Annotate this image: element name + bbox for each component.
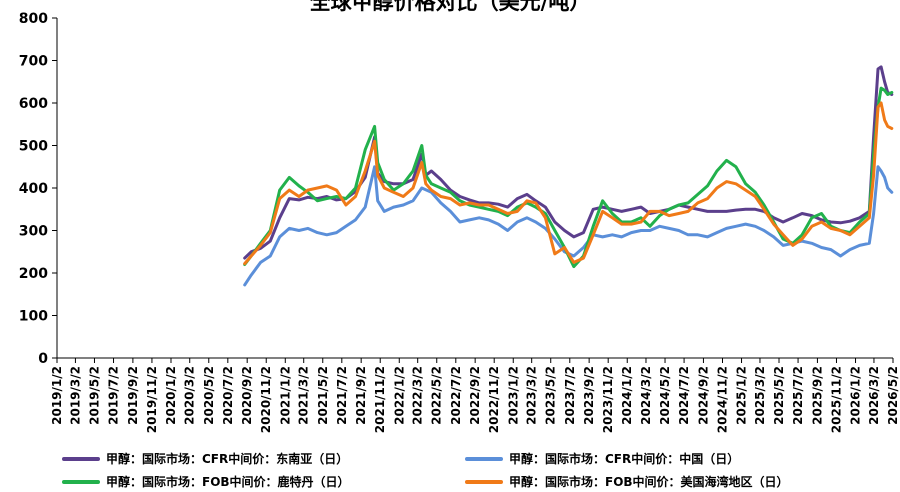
x-tick-label: 2020/7/2 — [221, 366, 235, 425]
x-tick-label: 2025/3/2 — [753, 366, 767, 425]
series-line-1 — [243, 165, 894, 287]
y-tick-label: 500 — [19, 139, 48, 155]
x-tick-label: 2020/11/2 — [259, 366, 273, 433]
x-tick-label: 2023/9/2 — [582, 366, 596, 425]
y-tick-label: 600 — [19, 96, 48, 112]
x-tick-label: 2022/1/2 — [392, 366, 406, 425]
x-tick-label: 2021/11/2 — [373, 366, 387, 433]
x-tick-label: 2021/7/2 — [335, 366, 349, 425]
x-tick-label: 2026/5/2 — [886, 366, 900, 425]
x-tick-label: 2026/1/2 — [849, 366, 863, 425]
x-tick-label: 2020/1/2 — [164, 366, 178, 425]
x-tick-label: 2020/3/2 — [183, 366, 197, 425]
x-tick-label: 2022/5/2 — [430, 366, 444, 425]
y-tick-label: 400 — [19, 181, 48, 197]
x-tick-label: 2019/7/2 — [107, 366, 121, 425]
y-tick-label: 300 — [19, 224, 48, 240]
legend-swatch — [465, 456, 503, 461]
x-tick-label: 2019/3/2 — [68, 366, 82, 425]
x-tick-label: 2021/1/2 — [278, 366, 292, 425]
x-tick-label: 2025/7/2 — [791, 366, 805, 425]
legend-label: 甲醇：国际市场：FOB中间价：鹿特丹（日） — [106, 475, 350, 489]
x-tick-label: 2022/11/2 — [487, 366, 501, 433]
x-tick-label: 2022/7/2 — [449, 366, 463, 425]
x-tick-label: 2023/11/2 — [601, 366, 615, 433]
x-tick-label: 2019/9/2 — [126, 366, 140, 425]
x-tick-label: 2025/9/2 — [810, 366, 824, 425]
x-tick-label: 2022/9/2 — [468, 366, 482, 425]
x-tick-label: 2021/5/2 — [316, 366, 330, 425]
x-tick-label: 2024/11/2 — [715, 366, 729, 433]
legend-item-china: 甲醇：国际市场：CFR中间价：中国（日） — [465, 450, 739, 467]
x-tick-label: 2019/11/2 — [145, 366, 159, 433]
x-tick-label: 2021/3/2 — [297, 366, 311, 425]
legend-swatch — [62, 479, 100, 484]
x-tick-label: 2020/5/2 — [202, 366, 216, 425]
x-tick-label: 2021/9/2 — [354, 366, 368, 425]
x-tick-label: 2025/11/2 — [829, 366, 843, 433]
x-tick-label: 2023/7/2 — [563, 366, 577, 425]
y-tick-label: 100 — [19, 309, 48, 325]
y-tick-label: 0 — [38, 351, 48, 367]
series-line-3 — [243, 101, 894, 266]
legend-label: 甲醇：国际市场：CFR中间价：东南亚（日） — [106, 452, 349, 466]
y-tick-label: 200 — [19, 266, 48, 282]
legend-item-southeast-asia: 甲醇：国际市场：CFR中间价：东南亚（日） — [62, 450, 348, 467]
series-line-2 — [243, 86, 894, 269]
legend-item-us-gulf: 甲醇：国际市场：FOB中间价：美国海湾地区（日） — [465, 473, 789, 490]
x-tick-label: 2023/5/2 — [544, 366, 558, 425]
x-tick-label: 2023/3/2 — [525, 366, 539, 425]
x-tick-label: 2025/1/2 — [735, 366, 749, 425]
legend-item-rotterdam: 甲醇：国际市场：FOB中间价：鹿特丹（日） — [62, 473, 350, 490]
x-tick-label: 2024/5/2 — [658, 366, 672, 425]
x-tick-label: 2024/7/2 — [677, 366, 691, 425]
legend-swatch — [62, 456, 100, 461]
legend-swatch — [465, 479, 503, 484]
x-tick-label: 2019/1/2 — [50, 366, 64, 425]
x-tick-label: 2025/5/2 — [772, 366, 786, 425]
x-tick-label: 2024/1/2 — [620, 366, 634, 425]
x-tick-label: 2026/3/2 — [867, 366, 881, 425]
x-tick-label: 2023/1/2 — [506, 366, 520, 425]
x-tick-label: 2022/3/2 — [411, 366, 425, 425]
chart-title: 全球甲醇价格对比（美元/吨） — [309, 0, 591, 14]
x-tick-label: 2024/3/2 — [639, 366, 653, 425]
x-tick-label: 2024/9/2 — [696, 366, 710, 425]
legend-label: 甲醇：国际市场：CFR中间价：中国（日） — [509, 452, 740, 466]
y-tick-label: 800 — [19, 11, 48, 27]
y-tick-label: 700 — [19, 54, 48, 70]
legend-label: 甲醇：国际市场：FOB中间价：美国海湾地区（日） — [509, 475, 789, 489]
x-tick-label: 2020/9/2 — [240, 366, 254, 425]
x-tick-label: 2019/5/2 — [87, 366, 101, 425]
